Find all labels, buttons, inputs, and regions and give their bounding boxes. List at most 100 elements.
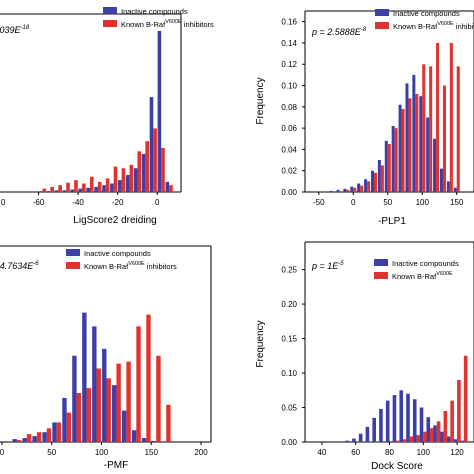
bar-inactive bbox=[453, 439, 458, 442]
legend-label-known-main: Known B-Raf bbox=[121, 20, 166, 29]
legend-swatch-inactive bbox=[103, 7, 117, 14]
bar-known-inhibitor bbox=[146, 314, 151, 442]
bar-inactive bbox=[406, 393, 410, 442]
bar-known-inhibitor bbox=[443, 410, 448, 442]
p-value-annotation: p = 1E-5 bbox=[311, 261, 344, 271]
y-tick-label: 0.10 bbox=[281, 82, 297, 91]
bar-inactive bbox=[157, 30, 162, 193]
p-value-exponent: -6 bbox=[33, 261, 39, 267]
x-tick-label: 80 bbox=[385, 448, 394, 457]
x-axis-label: LigScore2 dreiding bbox=[73, 215, 156, 226]
bar-inactive bbox=[46, 191, 51, 192]
x-tick-label: 100 bbox=[416, 198, 430, 207]
x-tick-label: 150 bbox=[145, 448, 159, 457]
bar-inactive bbox=[352, 438, 356, 442]
legend-label-known: Known B-RafV600E inhibitors bbox=[121, 19, 214, 29]
bar-inactive bbox=[336, 189, 340, 192]
p-value-exponent: -5 bbox=[338, 261, 344, 267]
bar-inactive bbox=[426, 417, 431, 442]
y-tick-label: 0.08 bbox=[281, 103, 297, 112]
bar-known-inhibitor bbox=[56, 422, 62, 442]
bar-known-inhibitor bbox=[387, 144, 391, 192]
bar-inactive bbox=[78, 188, 83, 192]
bar-inactive bbox=[365, 426, 370, 442]
bar-known-inhibitor bbox=[66, 412, 72, 442]
bar-inactive bbox=[22, 438, 27, 442]
x-tick-label: 150 bbox=[450, 198, 464, 207]
bar-inactive bbox=[70, 189, 75, 192]
bar-known-inhibitor bbox=[96, 368, 101, 442]
bar-known-inhibitor bbox=[346, 189, 350, 192]
y-tick-label: 0.02 bbox=[281, 167, 297, 176]
bar-known-inhibitor bbox=[430, 428, 434, 442]
y-tick-label: 0.06 bbox=[281, 124, 297, 133]
bar-known-inhibitor bbox=[137, 151, 142, 192]
bar-known-inhibitor bbox=[58, 185, 62, 192]
bar-inactive bbox=[379, 408, 383, 442]
x-tick-label: 0 bbox=[0, 448, 5, 457]
bar-known-inhibitor bbox=[408, 98, 412, 192]
p-value-text: p = 1E bbox=[311, 261, 339, 271]
bar-known-inhibitor bbox=[450, 400, 454, 442]
bar-inactive bbox=[446, 181, 450, 192]
bar-inactive bbox=[62, 397, 67, 442]
bar-inactive bbox=[345, 440, 349, 442]
bar-known-inhibitor bbox=[360, 185, 364, 192]
bar-known-inhibitor bbox=[82, 183, 86, 192]
y-axis-label: Frequency bbox=[255, 77, 266, 124]
bar-inactive bbox=[165, 181, 170, 192]
y-tick-label: 0.12 bbox=[281, 60, 297, 69]
bar-known-inhibitor bbox=[46, 428, 52, 442]
bar-inactive bbox=[12, 439, 17, 442]
bar-inactive bbox=[32, 436, 37, 442]
bar-known-inhibitor bbox=[416, 435, 421, 442]
legend-label-inactive: Inactive compounds bbox=[121, 7, 188, 16]
p-value-annotation: = 4.7634E-6 bbox=[0, 261, 39, 271]
bar-known-inhibitor bbox=[153, 128, 157, 192]
legend-swatch-inactive bbox=[66, 249, 80, 256]
panel-dockscore: 40 60 80 100 120 0.00 0.05 0.10 0.15 0.20 0.25 Dock… bbox=[255, 241, 474, 472]
y-tick-label: 0.14 bbox=[281, 39, 297, 48]
legend-label-inactive: Inactive compounds bbox=[392, 259, 459, 268]
bar-known-inhibitor bbox=[436, 42, 440, 192]
bar-inactive bbox=[102, 185, 106, 192]
p-value-text: 9.039E bbox=[0, 25, 22, 35]
legend-label-inactive: Inactive compounds bbox=[84, 249, 151, 258]
x-tick-label: 0 bbox=[155, 198, 160, 207]
x-tick-label: 60 bbox=[351, 448, 360, 457]
bar-known-inhibitor bbox=[169, 185, 173, 192]
legend-swatch-known bbox=[375, 22, 389, 29]
bar-known-inhibitor bbox=[436, 421, 441, 442]
legend-swatch-known bbox=[66, 262, 80, 269]
bar-inactive bbox=[439, 168, 443, 192]
bar-inactive bbox=[392, 395, 397, 442]
bar-inactive bbox=[433, 138, 437, 192]
p-value-text: p = 2.5888E bbox=[311, 27, 362, 37]
bar-inactive bbox=[133, 168, 138, 192]
panel-pmf: 0 50 100 150 200 -PMF = 4.7634E-6 Inactive comp… bbox=[0, 245, 212, 471]
bar-known-inhibitor bbox=[113, 166, 118, 192]
y-tick-label: 0.10 bbox=[281, 369, 297, 378]
bar-known-inhibitor bbox=[166, 404, 171, 442]
bar-known-inhibitor bbox=[373, 172, 377, 192]
bar-inactive bbox=[453, 187, 457, 192]
legend-label-known-sup: V600E bbox=[437, 21, 454, 27]
x-axis-label: -PLP1 bbox=[378, 216, 406, 227]
bar-known-inhibitor bbox=[89, 176, 94, 192]
bar-inactive bbox=[110, 183, 114, 192]
panel-ligscore2: -60 -40 -20 0 0 LigScore2 dreiding 9.039E-18 In… bbox=[0, 7, 214, 226]
panel-plp1: -50 0 50 100 150 0.00 0.02 0.04 0.06 0.08 0.10 0.12… bbox=[255, 9, 474, 227]
legend-label-known-sup: V600E bbox=[128, 261, 145, 267]
y-tick-label: 0.15 bbox=[281, 335, 297, 344]
bar-known-inhibitor bbox=[403, 439, 407, 442]
bar-inactive bbox=[377, 160, 381, 192]
bar-inactive bbox=[433, 425, 437, 442]
bar-known-inhibitor bbox=[136, 326, 141, 442]
bar-known-inhibitor bbox=[367, 181, 371, 192]
legend-swatch-known bbox=[374, 272, 388, 279]
bar-inactive bbox=[419, 407, 424, 442]
bar-inactive bbox=[399, 390, 404, 442]
bar-inactive bbox=[102, 348, 107, 442]
bar-inactive bbox=[412, 399, 417, 442]
bar-known-inhibitor bbox=[456, 66, 460, 192]
